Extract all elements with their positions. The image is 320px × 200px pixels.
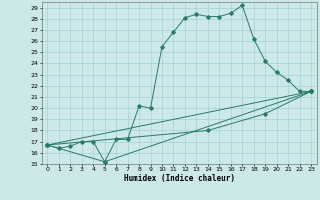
X-axis label: Humidex (Indice chaleur): Humidex (Indice chaleur)	[124, 174, 235, 183]
